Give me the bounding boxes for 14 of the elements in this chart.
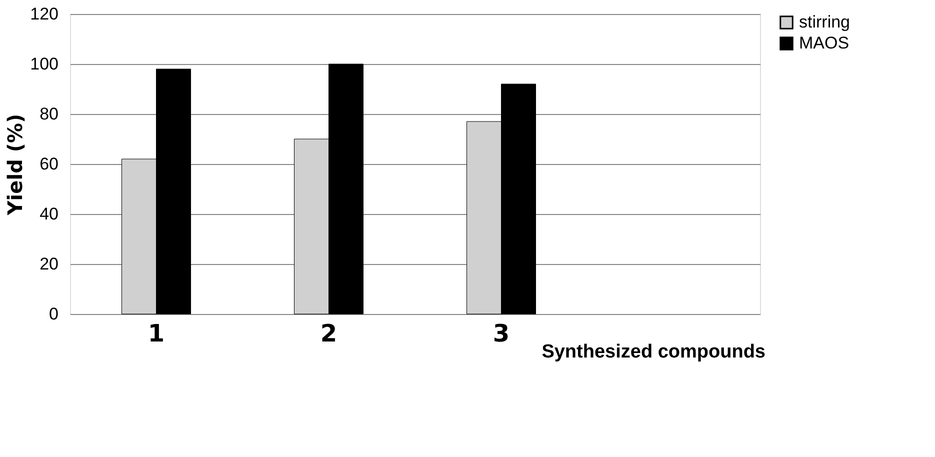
x-tick-label: 2	[320, 320, 338, 348]
y-tick-label: 80	[40, 104, 58, 124]
x-axis-title: Synthesized compounds	[542, 342, 766, 362]
y-tick-label: 100	[30, 54, 58, 74]
x-tick-label: 1	[148, 320, 165, 348]
y-axis-title: Yield (%)	[3, 114, 28, 216]
legend-label: MAOS	[799, 34, 850, 52]
legend-label: stirring	[799, 12, 850, 32]
y-tick-label: 0	[49, 304, 58, 324]
y-tick-label: 40	[40, 204, 58, 224]
y-tick-label: 60	[40, 154, 58, 174]
y-tick-label: 20	[40, 254, 58, 274]
x-tick-label: 3	[492, 320, 510, 348]
y-tick-label: 120	[30, 4, 58, 24]
